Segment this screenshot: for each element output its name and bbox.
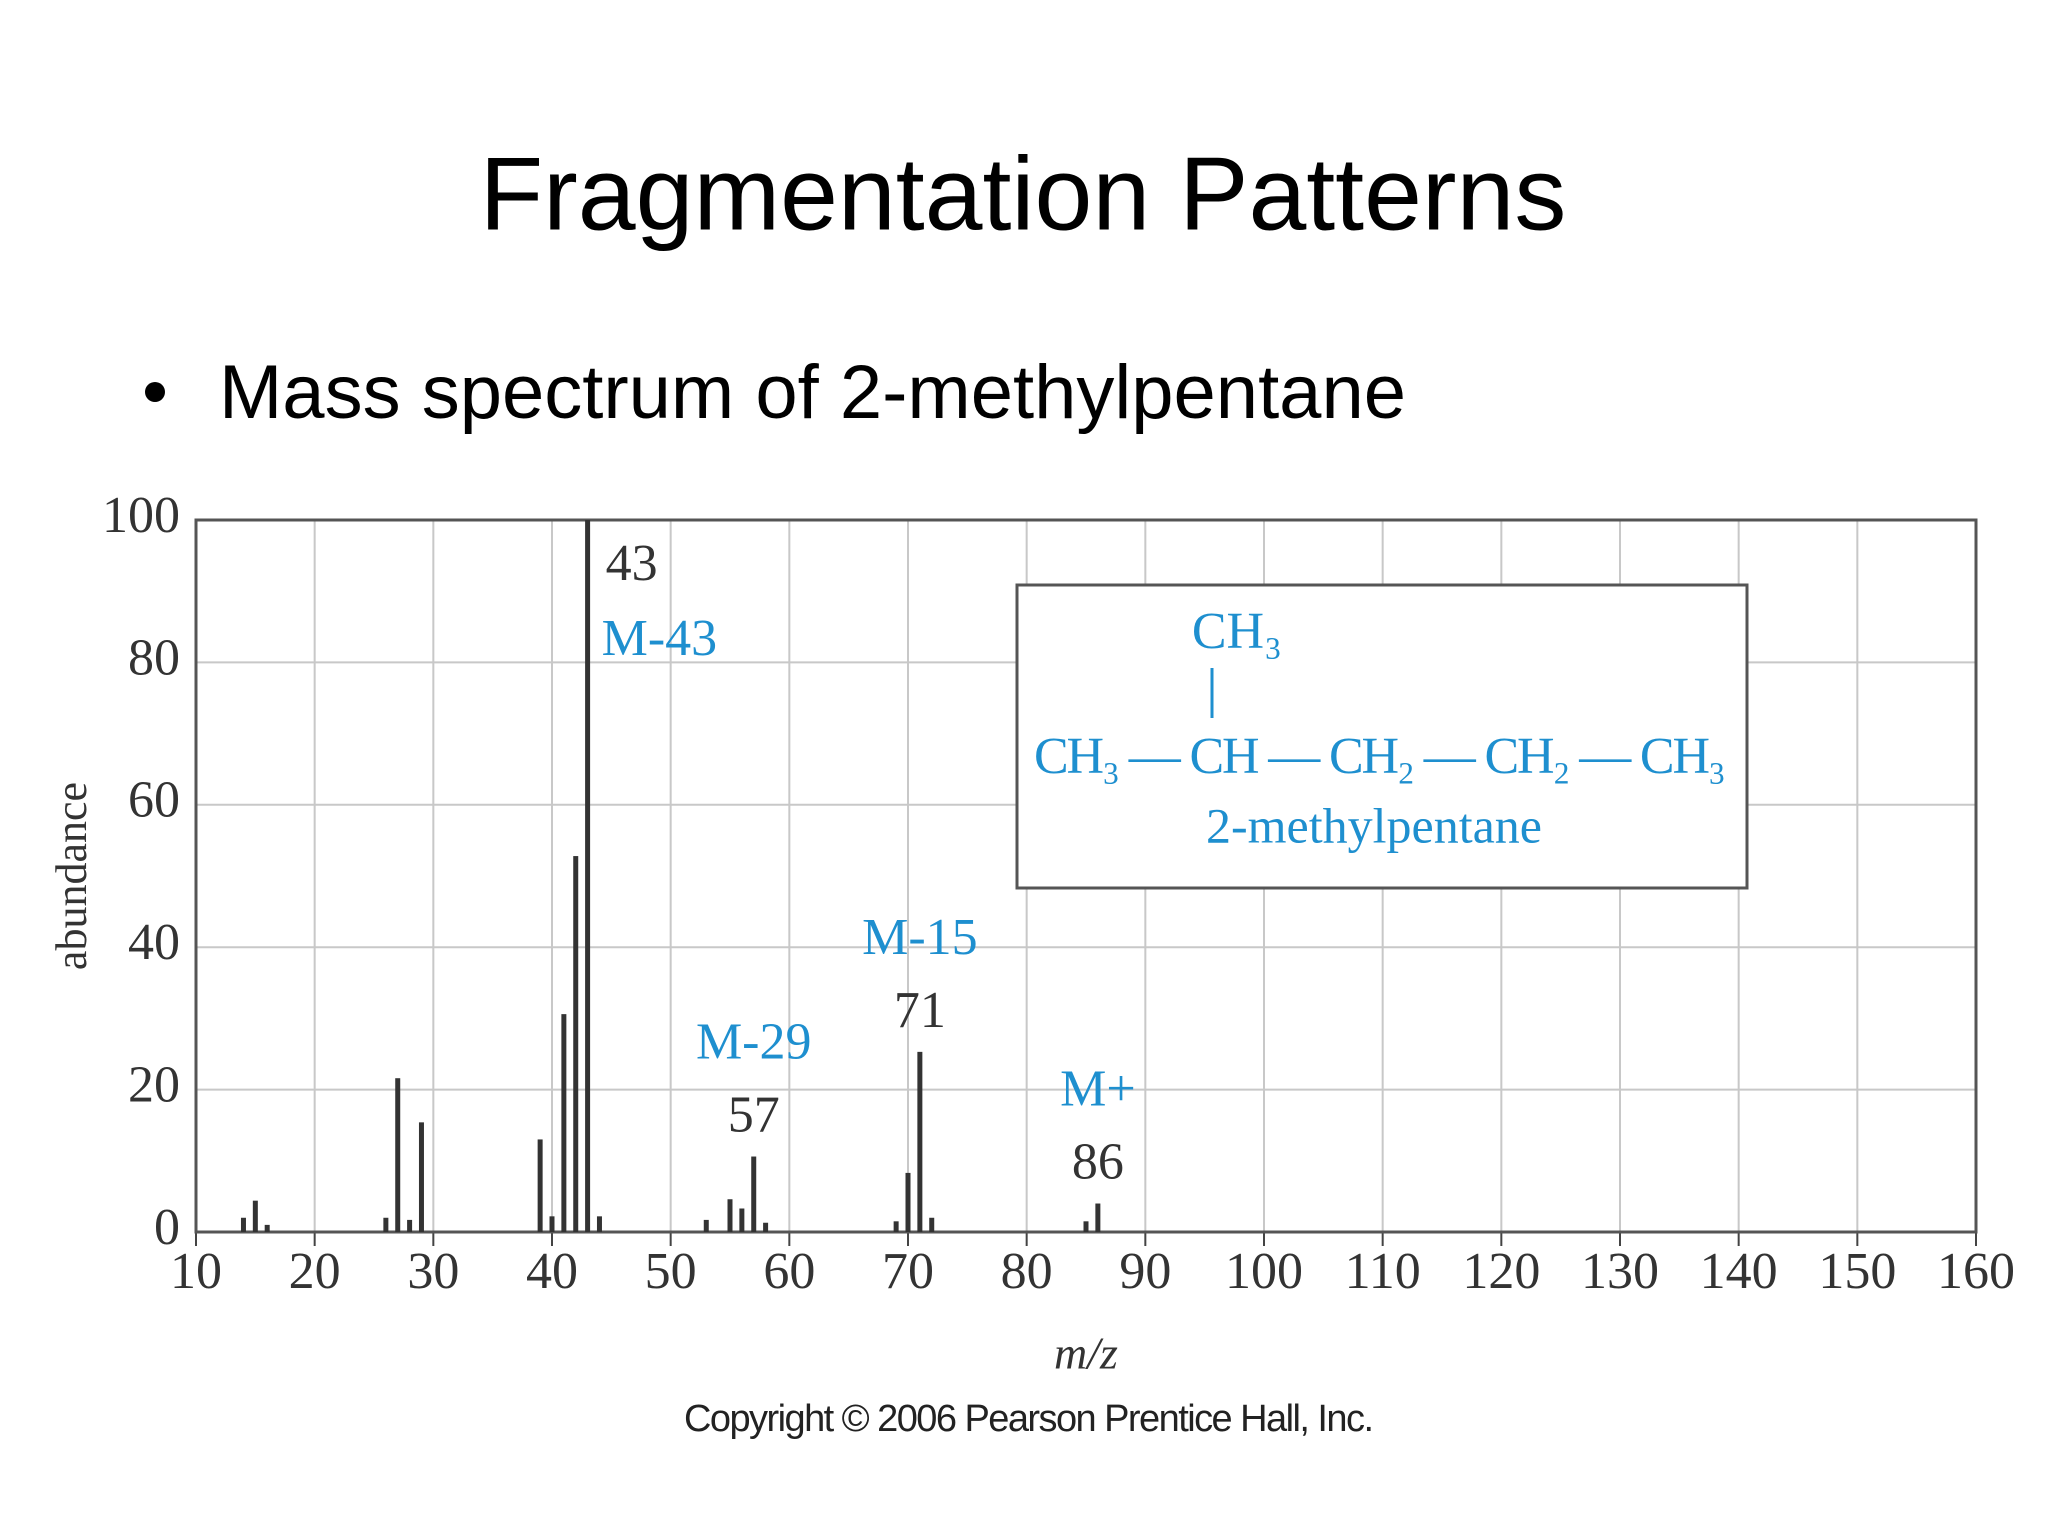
bar bbox=[537, 1139, 543, 1232]
bar bbox=[905, 1172, 911, 1232]
bar bbox=[751, 1156, 757, 1232]
peak-loss-label: M+ bbox=[1060, 1060, 1136, 1117]
bar bbox=[739, 1208, 745, 1232]
peak-loss-label: M-29 bbox=[696, 1013, 812, 1070]
bar bbox=[703, 1219, 709, 1232]
y-axis-label: abundance bbox=[47, 782, 96, 970]
structure-box bbox=[1015, 583, 1749, 890]
structure-chain: CH₃ — CH — CH₂ — CH₂ — CH₃ bbox=[1034, 728, 1726, 785]
bar bbox=[561, 1014, 567, 1232]
peak-mz-label: 57 bbox=[728, 1086, 780, 1143]
bullet-text: Mass spectrum of 2-methylpentane bbox=[219, 350, 1406, 435]
y-tick-label: 100 bbox=[102, 487, 180, 544]
structure-branch: CH₃ bbox=[1192, 603, 1282, 660]
bar bbox=[252, 1200, 258, 1232]
copyright: Copyright © 2006 Pearson Prentice Hall, … bbox=[684, 1398, 1374, 1440]
bar bbox=[418, 1122, 424, 1232]
x-tick-label: 60 bbox=[763, 1243, 815, 1300]
x-tick-label: 160 bbox=[1937, 1243, 2015, 1300]
y-tick-label: 0 bbox=[154, 1199, 180, 1256]
bar bbox=[596, 1216, 602, 1232]
bar bbox=[383, 1217, 389, 1232]
x-tick-label: 20 bbox=[289, 1243, 341, 1300]
peak-mz-label: 43 bbox=[606, 535, 658, 592]
x-tick-label: 10 bbox=[170, 1243, 222, 1300]
x-tick-label: 130 bbox=[1581, 1243, 1659, 1300]
x-tick-label: 40 bbox=[526, 1243, 578, 1300]
x-tick-label: 100 bbox=[1225, 1243, 1303, 1300]
bar bbox=[264, 1224, 270, 1232]
x-tick-label: 80 bbox=[1001, 1243, 1053, 1300]
x-tick-label: 70 bbox=[882, 1243, 934, 1300]
bar bbox=[929, 1217, 935, 1232]
peak-loss-label: M-43 bbox=[602, 610, 718, 667]
x-tick-label: 110 bbox=[1345, 1243, 1421, 1300]
x-tick-label: 120 bbox=[1462, 1243, 1540, 1300]
chart: 0 20 40 60 80 100 10 20 30 40 50 60 70 80 90 100 110 120 1… bbox=[47, 487, 2015, 1379]
bar bbox=[1095, 1203, 1101, 1232]
bar bbox=[727, 1199, 733, 1232]
bar bbox=[585, 520, 591, 1232]
bullet-dot bbox=[145, 382, 165, 402]
bar bbox=[573, 856, 579, 1232]
x-tick-label: 90 bbox=[1119, 1243, 1171, 1300]
x-axis-label: m/z bbox=[1054, 1328, 1118, 1379]
y-tick-label: 20 bbox=[128, 1057, 180, 1114]
peak-mz-label: 86 bbox=[1072, 1133, 1124, 1190]
bar bbox=[893, 1221, 899, 1232]
y-tick-label: 40 bbox=[128, 914, 180, 971]
x-tick-label: 50 bbox=[645, 1243, 697, 1300]
bar bbox=[407, 1219, 413, 1232]
x-tick-label: 150 bbox=[1818, 1243, 1896, 1300]
bar bbox=[395, 1078, 401, 1232]
y-tick-label: 60 bbox=[128, 772, 180, 829]
y-tick-label: 80 bbox=[128, 629, 180, 686]
bar bbox=[917, 1051, 923, 1232]
peak-loss-label: M-15 bbox=[862, 909, 978, 966]
bar bbox=[240, 1217, 246, 1232]
bar bbox=[1083, 1221, 1089, 1232]
peak-mz-label: 71 bbox=[894, 982, 946, 1039]
structure-name: 2-methylpentane bbox=[1206, 797, 1542, 853]
x-tick-label: 140 bbox=[1700, 1243, 1778, 1300]
bar bbox=[549, 1216, 555, 1232]
bar bbox=[763, 1222, 769, 1232]
slide-title: Fragmentation Patterns bbox=[480, 136, 1567, 252]
x-tick-label: 30 bbox=[407, 1243, 459, 1300]
